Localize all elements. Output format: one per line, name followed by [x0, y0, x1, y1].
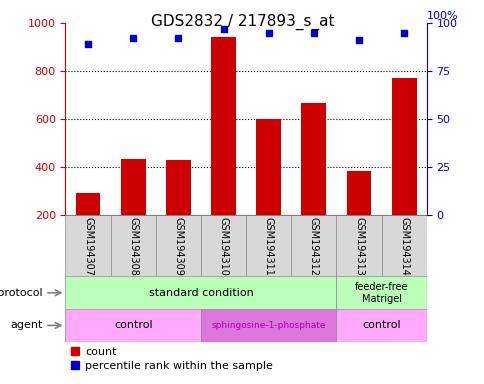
FancyBboxPatch shape [65, 309, 200, 342]
Text: GSM194311: GSM194311 [263, 217, 273, 276]
Bar [211, 38, 236, 215]
FancyBboxPatch shape [336, 276, 426, 309]
FancyBboxPatch shape [291, 215, 336, 276]
Point [399, 30, 407, 36]
Text: GSM194309: GSM194309 [173, 217, 183, 276]
Text: agent: agent [11, 320, 43, 331]
Text: standard condition: standard condition [148, 288, 253, 298]
FancyBboxPatch shape [200, 309, 336, 342]
Point [129, 35, 137, 41]
Text: GSM194308: GSM194308 [128, 217, 138, 276]
Point [174, 35, 182, 41]
Text: growth protocol: growth protocol [0, 288, 43, 298]
FancyBboxPatch shape [336, 309, 426, 342]
FancyBboxPatch shape [381, 215, 426, 276]
Text: GSM194310: GSM194310 [218, 217, 228, 276]
Text: GSM194307: GSM194307 [83, 217, 93, 276]
Bar [346, 170, 371, 215]
FancyBboxPatch shape [336, 215, 381, 276]
FancyBboxPatch shape [65, 215, 110, 276]
Text: GSM194312: GSM194312 [308, 217, 318, 276]
Point [84, 41, 92, 47]
Legend: count, percentile rank within the sample: count, percentile rank within the sample [71, 347, 273, 371]
Bar [256, 119, 281, 215]
Text: GDS2832 / 217893_s_at: GDS2832 / 217893_s_at [151, 13, 333, 30]
Bar [301, 103, 326, 215]
Text: sphingosine-1-phosphate: sphingosine-1-phosphate [211, 321, 325, 330]
Point [354, 37, 362, 43]
Text: control: control [114, 320, 152, 331]
Text: GSM194314: GSM194314 [398, 217, 408, 276]
Bar [76, 194, 100, 215]
Bar [121, 159, 145, 215]
Bar [166, 160, 190, 215]
FancyBboxPatch shape [245, 215, 291, 276]
Bar [391, 78, 416, 215]
FancyBboxPatch shape [200, 215, 245, 276]
Text: feeder-free
Matrigel: feeder-free Matrigel [354, 282, 408, 304]
Text: 100%: 100% [426, 11, 457, 21]
FancyBboxPatch shape [155, 215, 200, 276]
FancyBboxPatch shape [110, 215, 155, 276]
Point [219, 26, 227, 32]
Text: control: control [362, 320, 400, 331]
Point [264, 30, 272, 36]
Point [309, 30, 317, 36]
Text: GSM194313: GSM194313 [353, 217, 363, 276]
FancyBboxPatch shape [65, 276, 336, 309]
